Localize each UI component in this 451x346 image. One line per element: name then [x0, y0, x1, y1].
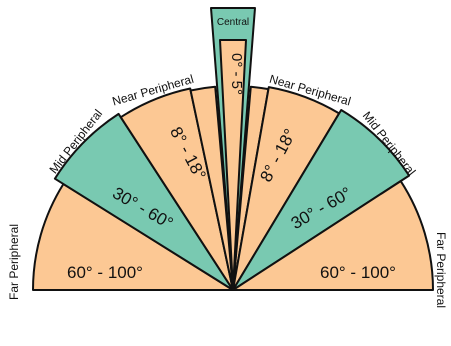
- right-mid-peripheral-sector: [232, 109, 411, 291]
- left-mid-peripheral-sector: [53, 112, 234, 291]
- left-far-peripheral-sector: [32, 183, 234, 291]
- left-far-peripheral-label: Far Peripheral: [7, 224, 21, 300]
- central-inner-wedge: [219, 39, 247, 291]
- right-far-peripheral-sector: [232, 180, 434, 291]
- right-far-range-label: 60° - 100°: [320, 263, 396, 282]
- central-label: Central: [217, 17, 249, 28]
- left-near-gap-sector: [189, 85, 234, 291]
- left-far-range-label: 60° - 100°: [67, 263, 143, 282]
- central-range-label: 0° - 5°: [228, 53, 245, 95]
- right-far-peripheral-label: Far Peripheral: [434, 232, 448, 308]
- sectors: [32, 7, 434, 291]
- left-near-peripheral-sector: [119, 87, 234, 291]
